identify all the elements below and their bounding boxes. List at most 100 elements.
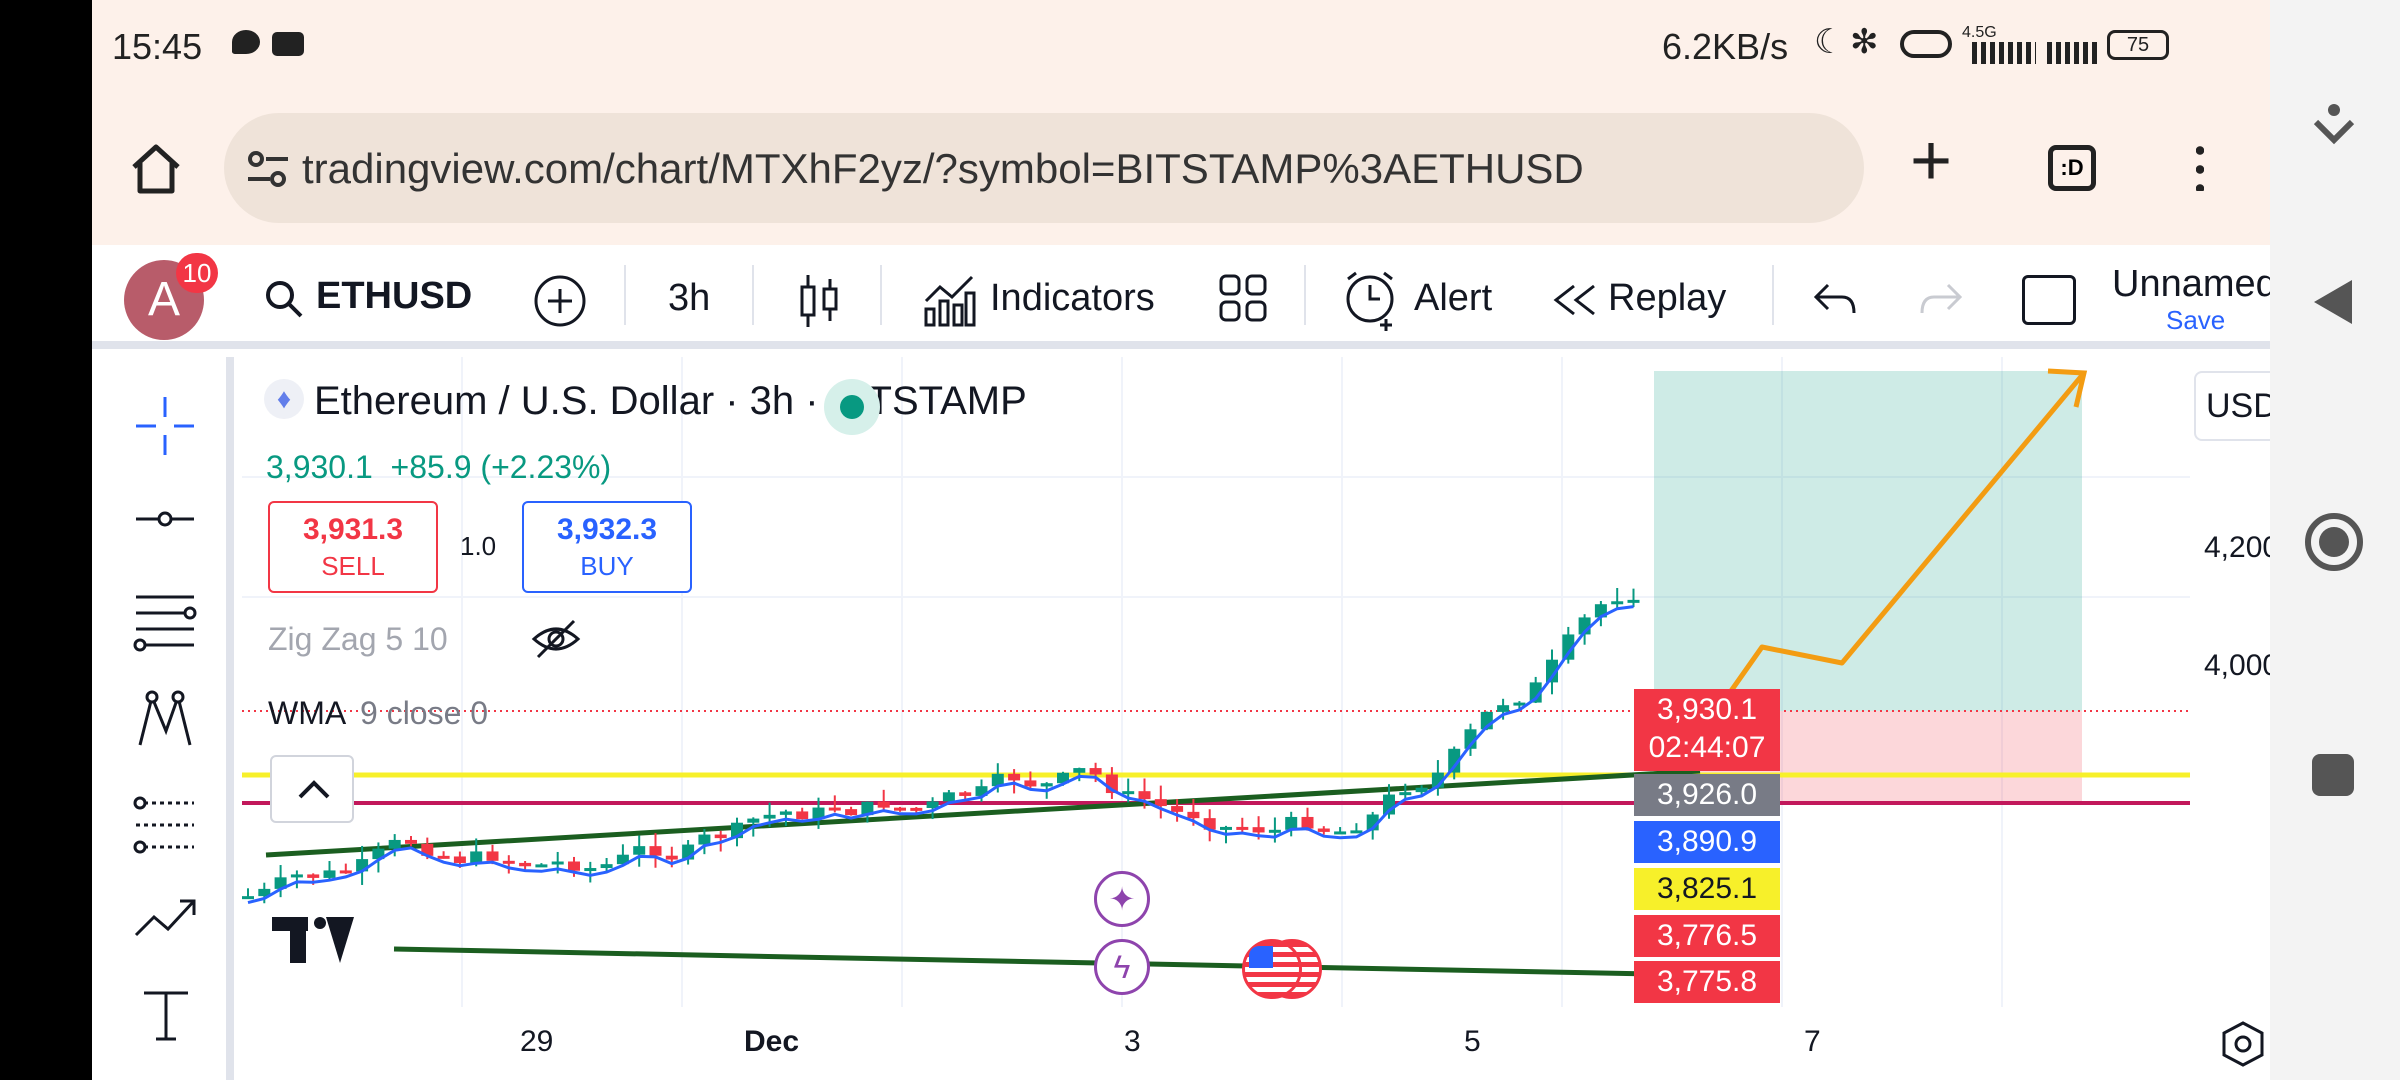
divider (624, 265, 626, 325)
save-button[interactable]: Save (2166, 305, 2226, 335)
forecasting-icon[interactable] (132, 793, 198, 859)
us-flag-icon[interactable] (1242, 939, 1302, 999)
alert-button[interactable]: Alert (1414, 277, 1493, 319)
candle-body (828, 807, 841, 811)
signal-icon-1 (1972, 42, 2036, 64)
candles-icon[interactable] (798, 271, 842, 331)
search-icon[interactable] (264, 279, 304, 319)
candle-body (1399, 792, 1412, 796)
price-tag-value: 3,930.1 (1656, 693, 1758, 726)
candle-body (1236, 826, 1249, 830)
battery-icon: 75 (2107, 30, 2169, 60)
replay-icon[interactable] (1552, 283, 1598, 317)
divider (880, 265, 882, 325)
candle-body (1122, 791, 1135, 795)
price-tag-last: 3,930.1 02:44:07 (1634, 689, 1780, 771)
price-tag: 3,926.0 (1634, 774, 1780, 816)
candle-body (1529, 682, 1542, 703)
x-tick: 3 (1124, 1025, 1141, 1058)
replay-button[interactable]: Replay (1608, 277, 1727, 319)
chart-pane[interactable]: ♦ Ethereum / U.S. Dollar · 3h · BITSTAMP… (242, 357, 2270, 1080)
nav-down-icon[interactable] (2310, 100, 2358, 148)
y-tick: 4,000.0 (2204, 649, 2270, 682)
nav-home-icon[interactable] (2304, 512, 2364, 572)
buy-button[interactable]: 3,932.3 BUY (522, 501, 692, 593)
candle-body (910, 807, 923, 811)
candle-body (1220, 826, 1232, 830)
alarm-clock-icon[interactable] (1342, 269, 1402, 333)
indicators-icon[interactable] (922, 271, 976, 327)
layout-grid-icon[interactable] (1218, 273, 1268, 323)
fib-retracement-icon[interactable] (132, 589, 198, 655)
chart-canvas[interactable] (242, 357, 2270, 1080)
candle-body (584, 868, 597, 872)
chart-toolbar: A 10 ETHUSD 3h Indicators (92, 245, 2270, 349)
settings-hex-icon[interactable] (2218, 1019, 2268, 1069)
y-tick: 4,200.0 (2204, 531, 2270, 564)
candle-body (1252, 827, 1265, 833)
ai-assistant-icon[interactable]: ✦ (1094, 871, 1150, 927)
collapse-legend-button[interactable] (270, 755, 354, 823)
candle-body (1089, 768, 1102, 775)
layout-name[interactable]: Unnamed (2112, 263, 2270, 305)
divider (1772, 265, 1774, 325)
candle-body (405, 839, 417, 844)
projection-arrowhead (2047, 368, 2088, 408)
candle-body (600, 864, 613, 869)
price-tag: 3,890.9 (1634, 821, 1780, 863)
symbol-search-button[interactable]: ETHUSD (316, 275, 473, 317)
candle-body (1562, 634, 1575, 660)
crosshair-icon[interactable] (132, 393, 198, 459)
candle-body (796, 811, 809, 820)
indicators-button[interactable]: Indicators (990, 277, 1155, 319)
redo-icon[interactable] (1918, 281, 1964, 317)
price-tag: 3,776.5 (1634, 915, 1780, 957)
candle-body (519, 862, 532, 867)
url-field[interactable]: tradingview.com/chart/MTXhF2yz/?symbol=B… (224, 113, 1864, 223)
candle-body (1497, 705, 1510, 712)
market-status-indicator[interactable] (824, 379, 880, 435)
logo-part (290, 917, 306, 963)
interval-button[interactable]: 3h (668, 277, 711, 319)
flag-canton (1249, 946, 1273, 968)
candle-body (861, 801, 874, 816)
text-tool-icon[interactable] (138, 987, 194, 1043)
events-lightning-icon[interactable]: ϟ (1094, 939, 1150, 995)
browser-url-bar: tradingview.com/chart/MTXhF2yz/?symbol=B… (92, 95, 2270, 245)
indicator-wma-name[interactable]: WMA (268, 695, 347, 731)
pattern-icon[interactable] (132, 687, 198, 753)
trend-line-icon[interactable] (132, 507, 198, 531)
candle-body (437, 855, 450, 859)
ethereum-logo-icon: ♦ (264, 379, 304, 419)
x-tick: 7 (1804, 1025, 1821, 1058)
compare-symbol-icon[interactable] (532, 273, 588, 329)
url-text: tradingview.com/chart/MTXhF2yz/?symbol=B… (302, 145, 1584, 192)
nav-recents-icon[interactable] (2312, 754, 2354, 796)
tab-switcher-button[interactable]: :D (2048, 145, 2096, 191)
candle-body (535, 864, 548, 868)
brush-icon[interactable] (132, 893, 198, 943)
sell-button[interactable]: 3,931.3 SELL (268, 501, 438, 593)
home-icon[interactable] (128, 141, 184, 197)
candle-body (568, 861, 580, 871)
hidden-eye-icon[interactable] (530, 613, 582, 665)
channel-lower-line (393, 946, 1701, 978)
last-price-change: 3,930.1 +85.9 (+2.23%) (266, 449, 612, 485)
candle-body (877, 801, 890, 808)
nav-back-icon[interactable] (2310, 276, 2356, 328)
candle-body (1317, 828, 1330, 832)
chart-title[interactable]: Ethereum / U.S. Dollar · 3h · BITSTAMP (314, 379, 1027, 423)
youtube-icon (272, 32, 304, 56)
candle-body (1285, 816, 1298, 830)
candle-body (307, 874, 320, 878)
more-menu-icon[interactable] (2196, 141, 2204, 191)
new-tab-icon[interactable]: + (1910, 121, 1953, 201)
currency-select[interactable]: USD ⌄ (2194, 371, 2270, 441)
undo-icon[interactable] (1812, 281, 1858, 317)
candle-body (698, 834, 711, 845)
divider (752, 265, 754, 325)
indicator-zigzag-label[interactable]: Zig Zag 5 10 (268, 621, 448, 657)
fullscreen-icon[interactable] (2022, 275, 2076, 325)
site-settings-icon[interactable] (246, 149, 290, 189)
bluetooth-icon: ✻ (1850, 23, 1879, 61)
